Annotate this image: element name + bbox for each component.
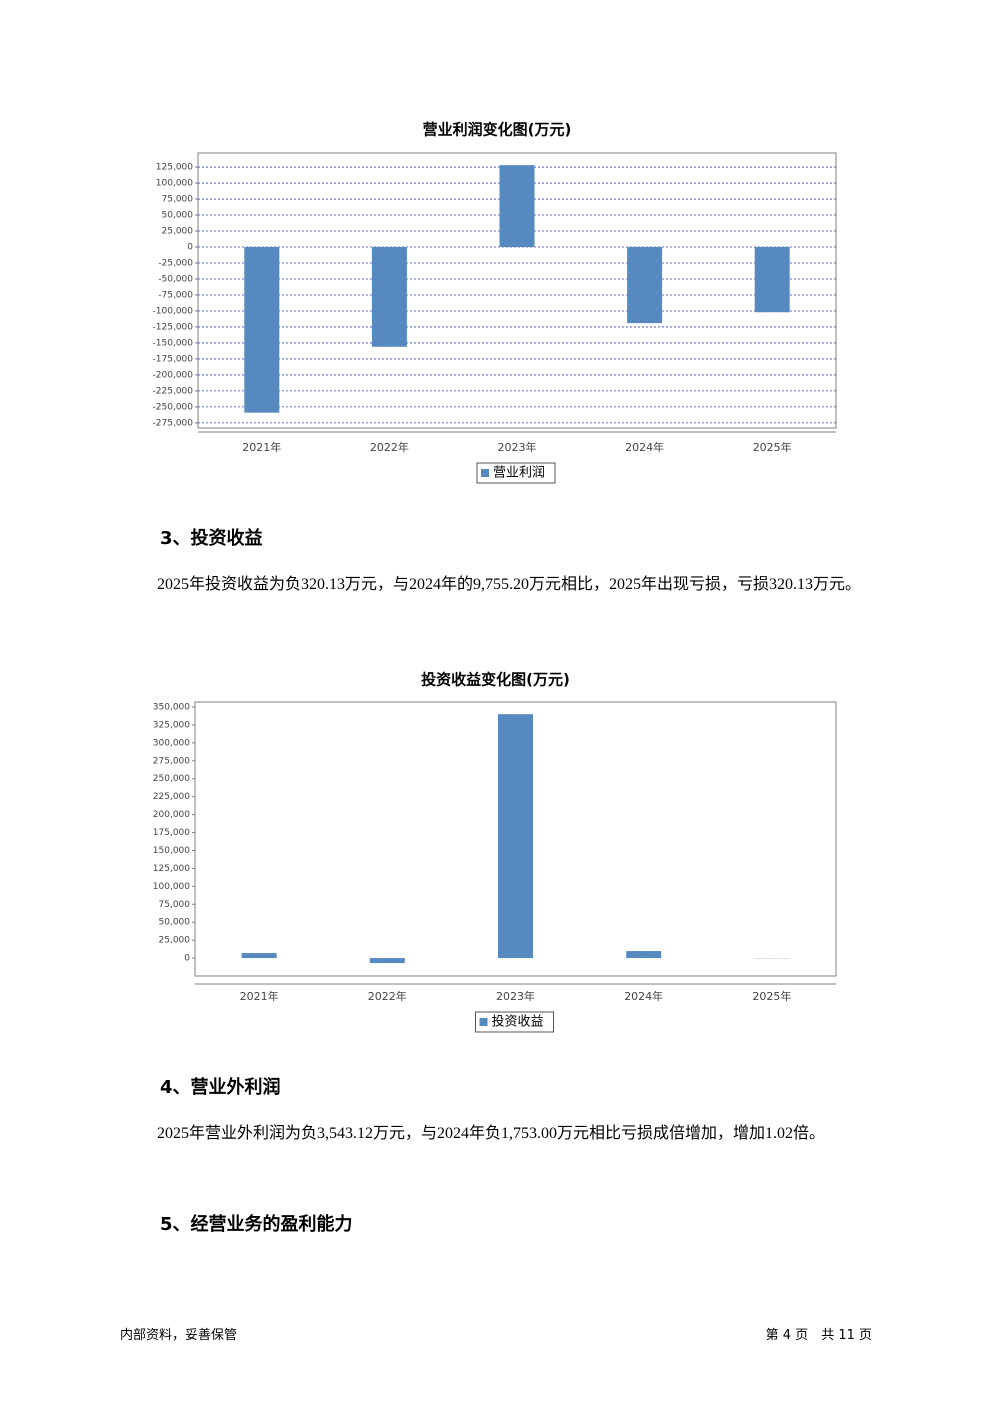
bar <box>498 714 533 959</box>
paragraph: 2025年营业外利润为负3,543.12万元，与2024年负1,753.00万元… <box>157 1125 826 1142</box>
bar <box>369 958 405 964</box>
bar <box>626 951 662 959</box>
y-tick-label: 300,000 <box>153 738 190 748</box>
legend-box <box>476 462 556 484</box>
y-tick-label: 75,000 <box>162 195 194 205</box>
y-tick-label: 175,000 <box>153 828 190 838</box>
y-tick-label: 50,000 <box>159 918 191 928</box>
y-tick-label: -50,000 <box>158 274 193 284</box>
y-tick-label: -175,000 <box>153 354 194 364</box>
x-tick-label: 2021年 <box>242 440 281 454</box>
heading: 3、投资收益 <box>160 528 263 549</box>
bar <box>244 247 280 413</box>
y-tick-label: 200,000 <box>153 810 190 820</box>
y-tick-label: 275,000 <box>153 756 190 766</box>
y-tick-label: 150,000 <box>153 846 190 856</box>
chart: 投资收益变化图(万元) 350,000 325,000 300,000 275,000 2… <box>153 671 837 1033</box>
y-tick-label: 125,000 <box>156 163 193 173</box>
y-tick-label: 25,000 <box>162 227 194 237</box>
x-tick-label: 2023年 <box>498 440 537 454</box>
legend-swatch <box>481 469 489 477</box>
x-tick-label: 2024年 <box>624 989 663 1003</box>
bar <box>241 953 277 959</box>
y-tick-label: -200,000 <box>153 370 194 380</box>
bar <box>371 247 407 347</box>
y-tick-label: -75,000 <box>158 290 193 300</box>
legend-box <box>475 1011 554 1033</box>
y-tick-label: 250,000 <box>153 774 190 784</box>
legend-label: 投资收益 <box>492 1014 544 1030</box>
heading: 4、营业外利润 <box>160 1077 281 1098</box>
y-tick-label: -250,000 <box>153 402 194 412</box>
y-tick-label: 25,000 <box>159 936 191 946</box>
paragraph: 2025年投资收益为负320.13万元，与2024年的9,755.20万元相比，… <box>157 576 862 593</box>
x-tick-label: 2024年 <box>625 440 664 454</box>
y-tick-label: 0 <box>187 243 193 253</box>
x-tick-label: 2023年 <box>496 989 535 1003</box>
y-tick-label: -100,000 <box>153 306 194 316</box>
legend-label: 营业利润 <box>493 466 545 481</box>
x-tick-label: 2025年 <box>752 989 791 1003</box>
x-tick-label: 2022年 <box>370 440 409 454</box>
x-tick-label: 2025年 <box>753 440 792 454</box>
bar <box>754 247 790 313</box>
y-tick-label: 50,000 <box>162 211 194 221</box>
y-tick-label: 0 <box>184 954 190 964</box>
legend-swatch <box>479 1018 488 1026</box>
y-tick-label: 100,000 <box>156 179 193 189</box>
x-tick-label: 2021年 <box>240 989 279 1003</box>
y-tick-label: -25,000 <box>158 259 193 269</box>
y-tick-label: 125,000 <box>153 864 190 874</box>
y-tick-label: -150,000 <box>153 338 194 348</box>
chart-title: 投资收益变化图(万元) <box>421 671 570 689</box>
x-tick-label: 2022年 <box>368 989 407 1003</box>
chart: 营业利润变化图(万元) 125,000 100,000 75,000 50,000 25,… <box>153 121 837 484</box>
heading: 5、经营业务的盈利能力 <box>160 1214 353 1235</box>
y-tick-label: 350,000 <box>153 703 190 713</box>
chart-title: 营业利润变化图(万元) <box>423 121 572 139</box>
y-tick-label: 100,000 <box>153 882 190 892</box>
y-tick-label: -275,000 <box>153 418 194 428</box>
footer-left: 内部资料，妥善保管 <box>120 1328 238 1343</box>
y-tick-label: 225,000 <box>153 792 190 802</box>
bar <box>499 165 535 248</box>
bar <box>627 247 663 324</box>
y-tick-label: -225,000 <box>153 386 194 396</box>
y-tick-label: 325,000 <box>153 720 190 730</box>
y-tick-label: 75,000 <box>159 900 191 910</box>
y-tick-label: -125,000 <box>153 322 194 332</box>
footer-right: 第 4 页 共 11 页 <box>765 1328 872 1343</box>
